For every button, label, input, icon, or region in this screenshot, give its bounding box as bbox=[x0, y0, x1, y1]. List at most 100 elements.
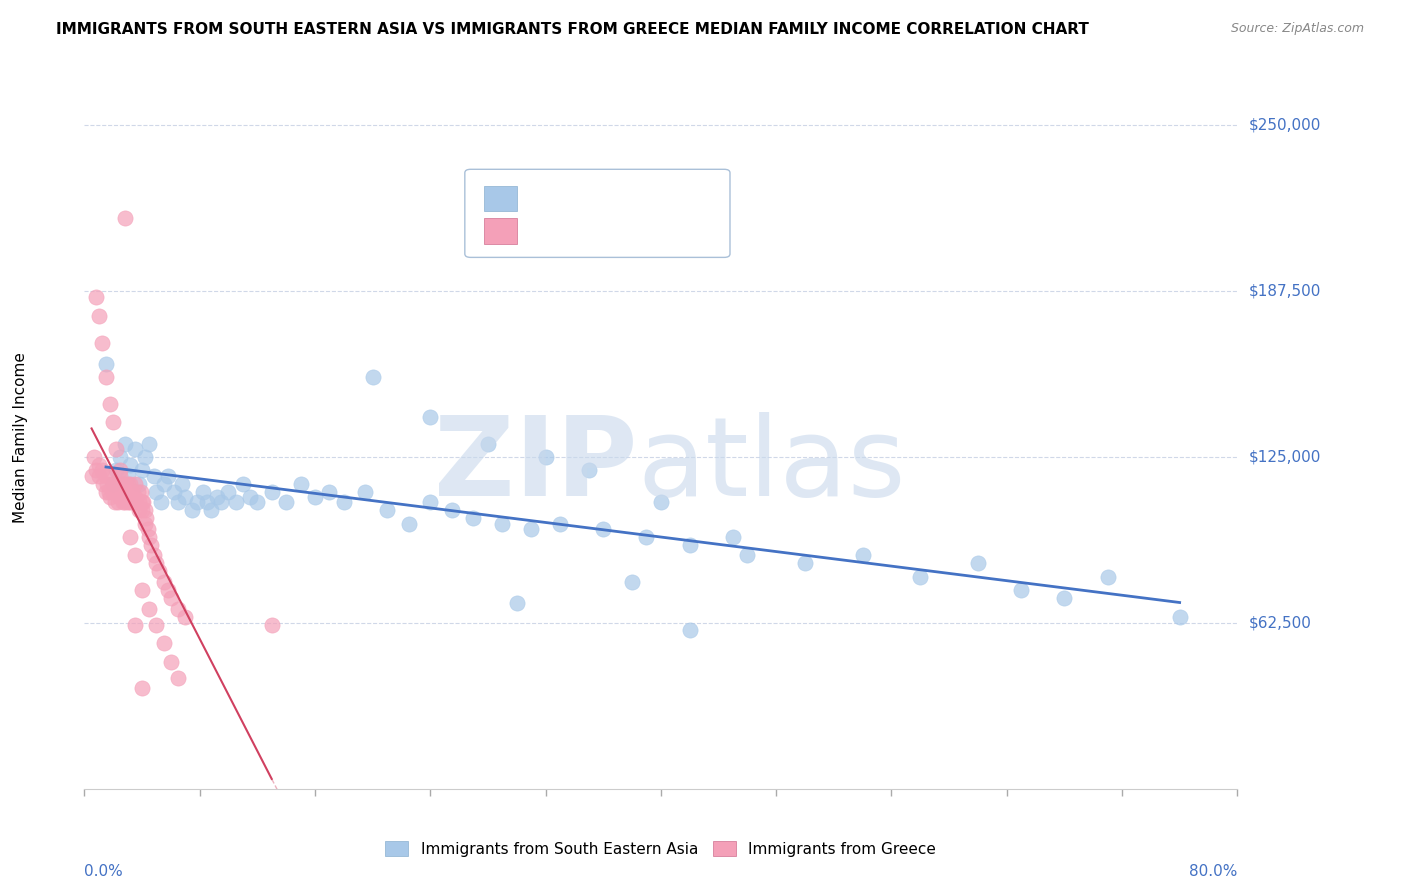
Point bbox=[110, 450, 132, 464]
Point bbox=[131, 503, 153, 517]
Point bbox=[1053, 591, 1076, 605]
Point bbox=[114, 495, 136, 509]
Point bbox=[110, 463, 132, 477]
Text: ZIP: ZIP bbox=[434, 412, 638, 519]
Point bbox=[721, 530, 744, 544]
Point bbox=[111, 476, 134, 491]
Point bbox=[290, 476, 312, 491]
Point bbox=[142, 468, 165, 483]
Point bbox=[129, 484, 152, 499]
Point bbox=[98, 397, 121, 411]
Point bbox=[145, 484, 167, 499]
Point bbox=[115, 490, 138, 504]
Point bbox=[84, 463, 107, 477]
Point bbox=[152, 574, 174, 589]
Point bbox=[160, 591, 183, 605]
Point bbox=[246, 495, 269, 509]
Text: $125,000: $125,000 bbox=[1249, 450, 1322, 465]
Text: $62,500: $62,500 bbox=[1249, 615, 1312, 631]
Point bbox=[636, 530, 658, 544]
Point bbox=[112, 495, 135, 509]
Point bbox=[218, 484, 240, 499]
Point bbox=[120, 476, 142, 491]
Point bbox=[491, 516, 513, 531]
Point bbox=[375, 503, 398, 517]
Point bbox=[90, 463, 112, 477]
Point bbox=[110, 490, 132, 504]
Point bbox=[534, 450, 557, 464]
Point bbox=[83, 450, 105, 464]
Point bbox=[134, 503, 156, 517]
Point bbox=[477, 436, 499, 450]
Point bbox=[440, 503, 463, 517]
Point bbox=[138, 436, 160, 450]
Point bbox=[117, 468, 139, 483]
Point bbox=[125, 495, 148, 509]
Point bbox=[128, 476, 150, 491]
Text: IMMIGRANTS FROM SOUTH EASTERN ASIA VS IMMIGRANTS FROM GREECE MEDIAN FAMILY INCOM: IMMIGRANTS FROM SOUTH EASTERN ASIA VS IM… bbox=[56, 22, 1090, 37]
Point bbox=[145, 557, 167, 571]
Point bbox=[128, 503, 150, 517]
Point bbox=[148, 565, 170, 579]
Point bbox=[149, 495, 172, 509]
Point bbox=[94, 357, 117, 371]
Point bbox=[260, 617, 283, 632]
Point bbox=[84, 290, 107, 304]
Point bbox=[145, 617, 167, 632]
Point bbox=[117, 476, 139, 491]
Point bbox=[114, 484, 136, 499]
Point bbox=[104, 495, 127, 509]
Point bbox=[398, 516, 420, 531]
Point bbox=[96, 476, 118, 491]
Point bbox=[174, 609, 197, 624]
Point bbox=[107, 495, 129, 509]
Point bbox=[114, 484, 136, 499]
Point bbox=[134, 516, 156, 531]
Point bbox=[110, 468, 132, 483]
Point bbox=[105, 476, 128, 491]
Point bbox=[520, 522, 543, 536]
Point bbox=[181, 503, 204, 517]
Point bbox=[105, 442, 128, 456]
Point bbox=[131, 495, 153, 509]
Point bbox=[167, 671, 190, 685]
Point bbox=[156, 582, 179, 597]
Point bbox=[103, 484, 124, 499]
Legend: Immigrants from South Eastern Asia, Immigrants from Greece: Immigrants from South Eastern Asia, Immi… bbox=[380, 835, 942, 863]
Point bbox=[737, 549, 759, 563]
Point bbox=[131, 681, 153, 696]
Point bbox=[463, 511, 485, 525]
Point bbox=[118, 484, 141, 499]
Point bbox=[191, 484, 214, 499]
Point bbox=[209, 495, 232, 509]
Point bbox=[80, 468, 103, 483]
Point bbox=[139, 538, 162, 552]
Text: 0.0%: 0.0% bbox=[84, 863, 124, 879]
Point bbox=[105, 484, 128, 499]
Point bbox=[304, 490, 326, 504]
Point bbox=[135, 511, 157, 525]
Point bbox=[419, 410, 441, 425]
Point bbox=[852, 549, 875, 563]
Point bbox=[679, 538, 702, 552]
Point bbox=[121, 484, 143, 499]
Point bbox=[114, 436, 136, 450]
Text: 80.0%: 80.0% bbox=[1189, 863, 1237, 879]
Point bbox=[134, 450, 156, 464]
Point bbox=[419, 495, 441, 509]
Point bbox=[131, 582, 153, 597]
Point bbox=[142, 549, 165, 563]
Point bbox=[910, 570, 932, 584]
Point bbox=[114, 476, 136, 491]
Point bbox=[276, 495, 298, 509]
Point bbox=[120, 458, 142, 472]
Point bbox=[94, 370, 117, 384]
Point bbox=[152, 476, 174, 491]
Point bbox=[225, 495, 247, 509]
Point bbox=[156, 468, 179, 483]
Point bbox=[1010, 582, 1032, 597]
Point bbox=[124, 617, 146, 632]
Point bbox=[152, 636, 174, 650]
Point bbox=[239, 490, 262, 504]
Point bbox=[679, 623, 702, 637]
